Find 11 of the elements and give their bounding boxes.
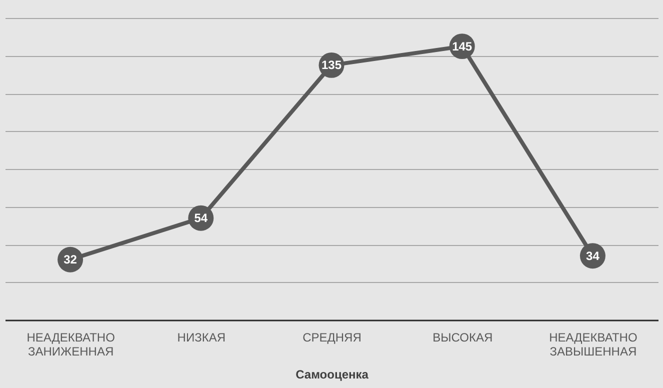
data-label: 135 <box>321 58 342 72</box>
x-tick-label: НЕАДЕКВАТНО ЗАНИЖЕННАЯ <box>26 330 115 358</box>
x-tick-label: ВЫСОКАЯ <box>432 330 493 344</box>
x-axis-title: Самооценка <box>296 368 369 382</box>
data-label: 34 <box>586 248 600 263</box>
x-tick-label: НИЗКАЯ <box>177 330 226 344</box>
x-tick-label: СРЕДНЯЯ <box>302 330 362 344</box>
data-label: 54 <box>194 211 208 226</box>
data-label: 32 <box>64 252 78 267</box>
x-tick-label: НЕАДЕКВАТНО ЗАВЫШЕННАЯ <box>549 330 638 358</box>
data-label: 145 <box>452 39 472 54</box>
